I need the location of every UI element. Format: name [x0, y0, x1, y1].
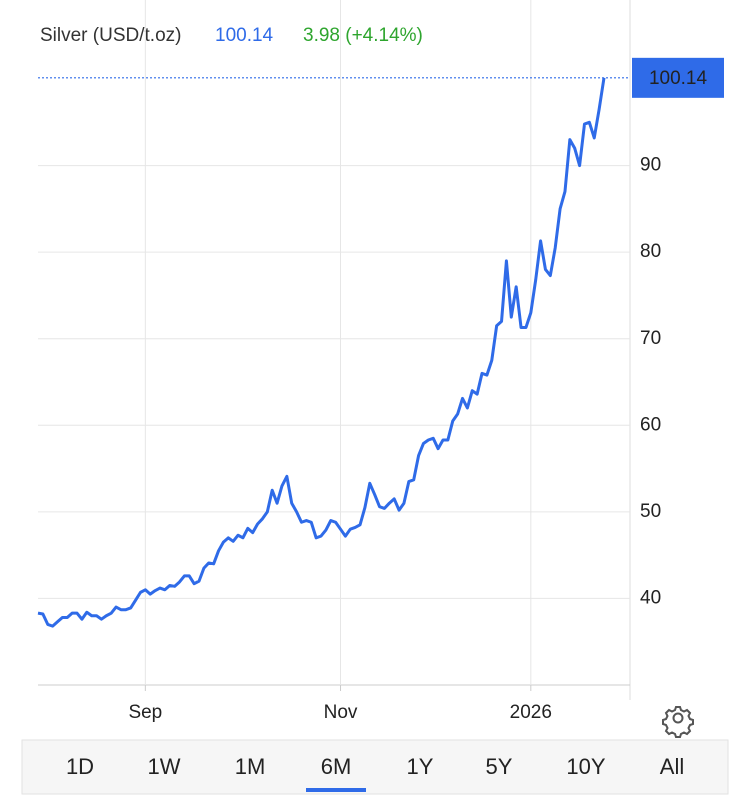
y-tick-label: 60	[640, 414, 661, 435]
range-tab[interactable]: 1Y	[407, 754, 434, 779]
range-tab[interactable]: All	[660, 754, 684, 779]
y-tick-label: 70	[640, 328, 661, 349]
price: 100.14	[215, 25, 274, 46]
range-tab[interactable]: 1W	[148, 754, 181, 779]
y-tick-label: 90	[640, 155, 661, 176]
last-price-tag	[632, 57, 724, 98]
range-tab[interactable]: 5Y	[486, 754, 513, 779]
x-tick-label: Sep	[128, 702, 162, 723]
change: 3.98 (+4.14%)	[303, 25, 423, 46]
y-tick-label: 40	[640, 587, 661, 608]
range-tab[interactable]: 1D	[66, 754, 94, 779]
instrument-name: Silver (USD/t.oz)	[40, 25, 181, 46]
last-price-label: 100.14	[649, 68, 708, 89]
settings-icon[interactable]	[662, 706, 694, 738]
range-tab[interactable]: 6M	[321, 754, 352, 779]
range-tab[interactable]: 1M	[235, 754, 266, 779]
tab-bar	[21, 739, 729, 795]
x-tick-label: Nov	[324, 702, 358, 723]
y-tick-label: 50	[640, 501, 661, 522]
y-tick-label: 80	[640, 241, 661, 262]
tab-underline	[306, 788, 366, 792]
price-line	[37, 77, 606, 628]
x-tick-label: 2026	[510, 702, 552, 723]
range-tab[interactable]: 10Y	[566, 754, 605, 779]
